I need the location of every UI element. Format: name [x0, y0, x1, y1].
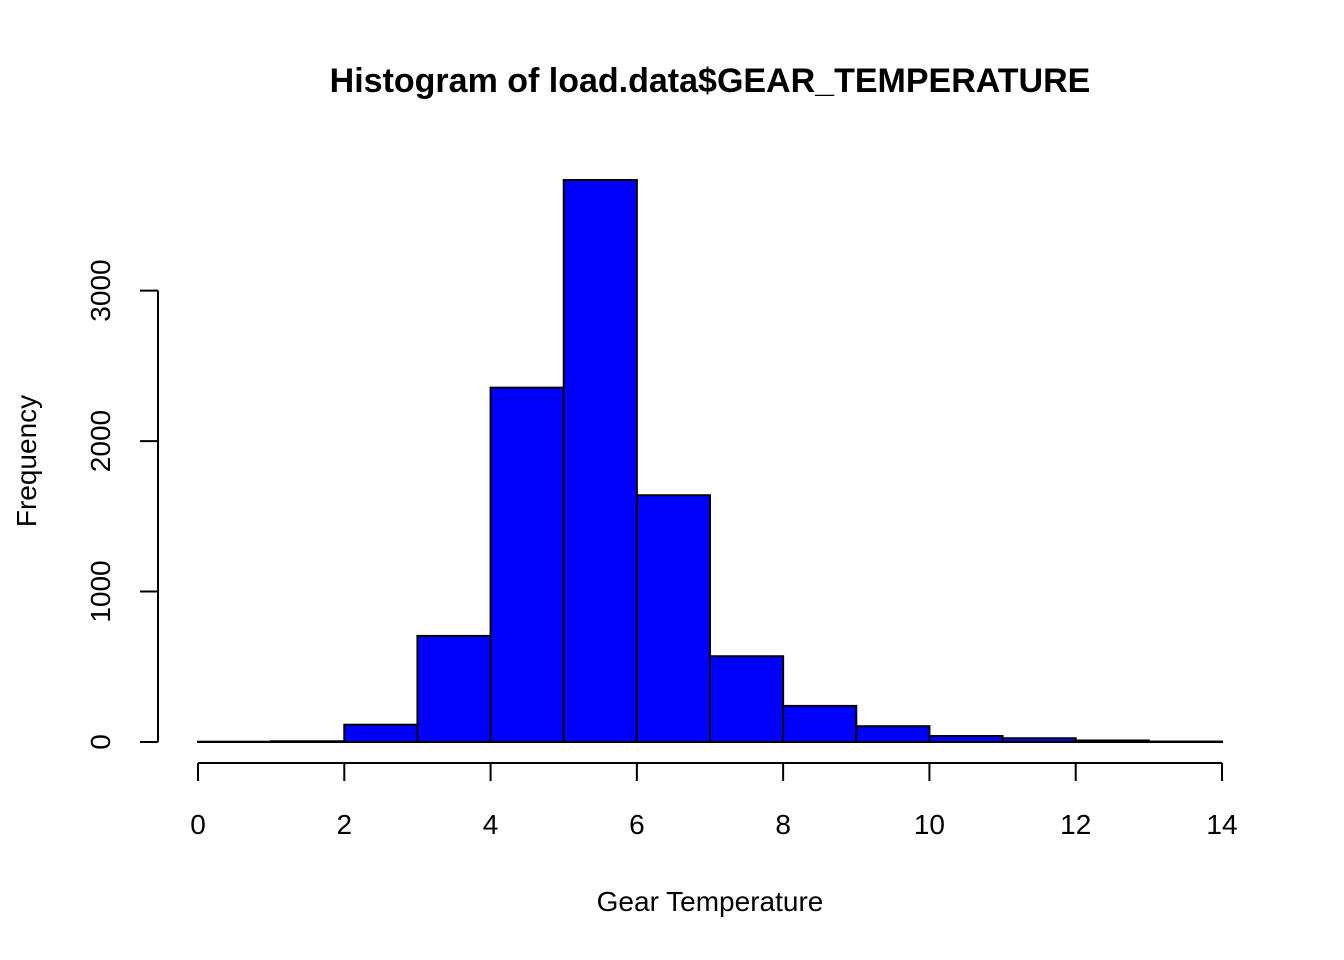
histogram-bar	[1074, 739, 1150, 743]
y-axis: 0 1000 2000 3000	[85, 259, 159, 750]
x-tick-label: 4	[483, 809, 499, 840]
x-tick-label: 12	[1060, 809, 1091, 840]
x-tick-label: 10	[914, 809, 945, 840]
x-tick-label: 0	[190, 809, 206, 840]
histogram-bar	[416, 634, 492, 743]
histogram-bar	[928, 734, 1004, 744]
histogram-bar	[489, 386, 565, 743]
y-tick-label: 3000	[85, 259, 116, 321]
histogram-bar	[562, 179, 638, 743]
x-tick-label: 2	[336, 809, 352, 840]
y-tick-label: 2000	[85, 410, 116, 472]
chart-title: Histogram of load.data$GEAR_TEMPERATURE	[330, 62, 1091, 100]
histogram-bar	[343, 723, 419, 743]
histogram-bar	[782, 704, 858, 744]
histogram-bar	[1001, 737, 1077, 743]
x-tick-label: 8	[775, 809, 791, 840]
histogram-bar	[855, 725, 931, 744]
y-tick-label: 0	[85, 734, 116, 750]
x-axis: 0 2 4 6 8 10 12 14	[190, 762, 1238, 840]
x-axis-label: Gear Temperature	[597, 886, 824, 917]
histogram-bar	[635, 494, 711, 743]
x-tick-label: 14	[1206, 809, 1237, 840]
histogram-bar	[270, 740, 346, 744]
y-axis-label: Frequency	[11, 395, 42, 527]
y-tick-label: 1000	[85, 560, 116, 622]
x-tick-label: 6	[629, 809, 645, 840]
histogram-bar	[709, 655, 785, 743]
bars-group	[197, 179, 1224, 744]
